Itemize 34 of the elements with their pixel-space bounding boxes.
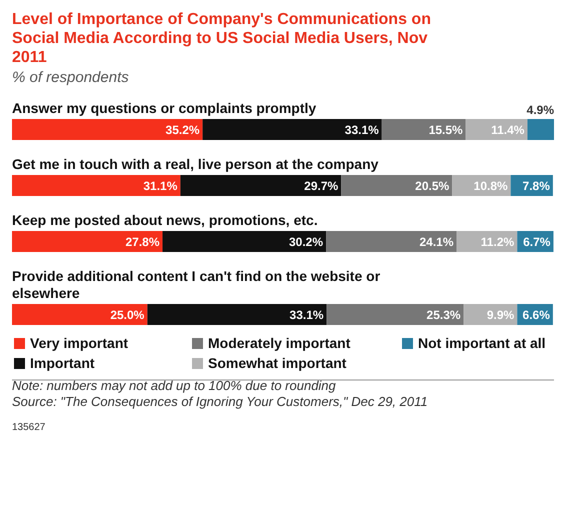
legend-label: Very important [30, 335, 128, 351]
data-label: 35.2% [166, 123, 200, 137]
text: Note: numbers may not add up to 100% due to rounding [12, 378, 337, 393]
legend-label: Not important at all [418, 335, 546, 351]
data-label: 15.5% [428, 123, 464, 137]
legend-label: Somewhat important [208, 355, 347, 371]
data-label: 29.7% [304, 179, 339, 193]
chart-subtitle: % of respondents [12, 69, 130, 86]
data-label: 24.1% [420, 235, 454, 249]
y-tick-label: Keep me posted about news, promotions, etc. [12, 212, 318, 228]
data-label: 6.6% [522, 308, 550, 322]
data-label: 27.8% [125, 235, 160, 249]
data-label: 10.8% [474, 179, 508, 193]
y-tick-label: Get me in touch with a real, live person at the company [12, 156, 379, 172]
data-label: 33.1% [344, 123, 380, 137]
data-label: 30.2% [289, 235, 324, 249]
data-label: 25.0% [110, 308, 145, 322]
data-label: 11.2% [480, 235, 514, 249]
legend-label: Important [30, 355, 95, 371]
data-label: 11.4% [491, 123, 525, 137]
y-tick-label: Provide additional content I can't find on the website or elsewhere [12, 268, 381, 301]
data-label: 33.1% [290, 308, 324, 322]
data-label: 4.9% [526, 103, 554, 117]
chart-title: Level of Importance of Company's Communications on Social Media According to US Social Media Users, Nov 2011 [12, 11, 431, 66]
data-label: 25.3% [426, 308, 461, 322]
data-label: 6.7% [523, 235, 551, 249]
y-tick-label: Answer my questions or complaints promptly [12, 100, 316, 116]
legend-label: Moderately important [208, 335, 351, 351]
text: 135627 [12, 422, 46, 433]
data-label: 9.9% [486, 308, 515, 322]
source-note: Source: "The Consequences of Ignoring Your Customers," Dec 29, 2011 [12, 394, 428, 409]
data-label: 20.5% [415, 179, 450, 193]
data-label: 7.8% [522, 179, 550, 193]
data-label: 31.1% [143, 179, 178, 193]
